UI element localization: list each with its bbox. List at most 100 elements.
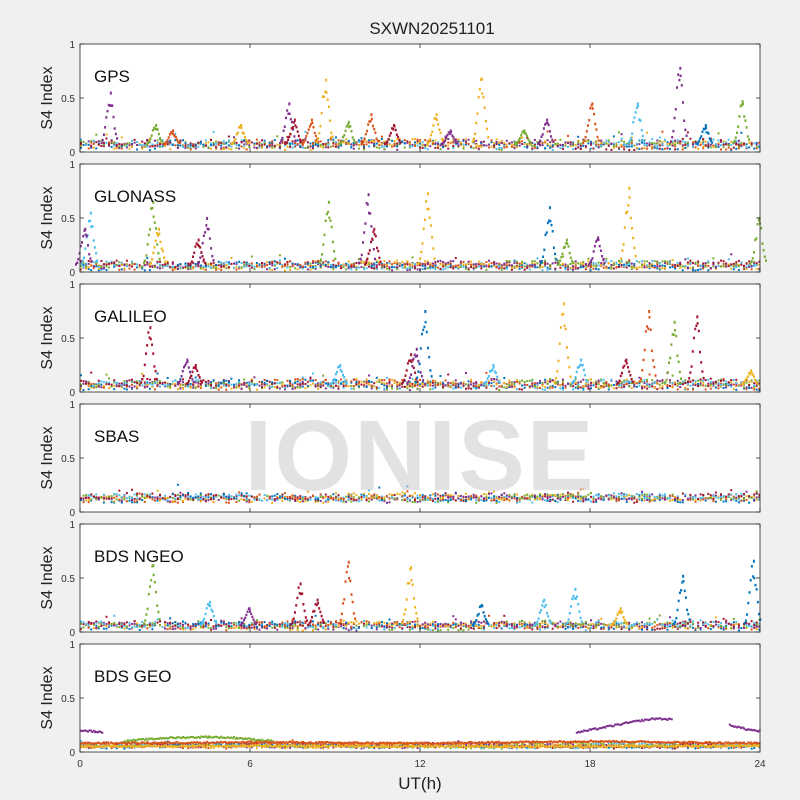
data-point [396,144,399,147]
data-point [309,384,312,387]
data-point [82,501,85,504]
data-point [416,384,419,387]
data-point [587,383,590,386]
data-point [243,383,246,386]
data-point [401,499,404,501]
data-point [447,373,450,376]
data-point [572,500,575,503]
data-point [625,262,628,265]
data-point [426,267,429,270]
data-point [123,380,126,383]
data-point [125,384,128,387]
data-point [332,382,335,384]
data-point [136,266,139,269]
data-point [174,499,177,501]
data-point [220,142,223,145]
data-point [758,145,761,148]
data-point [582,139,585,142]
data-point [202,379,205,382]
data-point [575,370,578,374]
data-point [90,269,93,272]
data-point [572,148,575,151]
data-point [289,268,292,271]
data-point [756,223,759,226]
data-point [541,142,544,145]
data-point [550,223,553,227]
data-point [421,242,424,245]
data-point [131,380,133,383]
data-point [227,501,230,504]
data-point [102,267,105,269]
data-point [153,246,156,249]
data-point [717,261,720,264]
data-point [102,143,105,146]
data-point [623,379,626,382]
data-point [220,261,223,264]
data-point [676,139,679,142]
data-point [582,387,585,390]
data-point [105,381,108,384]
data-point [447,261,450,264]
data-point [352,262,355,265]
data-point [138,380,141,383]
data-point [191,370,194,374]
data-point [97,498,100,501]
data-point [656,145,659,148]
data-point [215,142,218,145]
data-point [615,262,618,264]
data-point [694,327,697,331]
data-point [82,141,85,144]
data-point [85,234,88,238]
data-point [350,268,353,271]
data-point [292,128,295,131]
data-point [153,380,156,383]
data-point [574,265,577,268]
data-point [340,381,343,384]
data-point [107,103,110,107]
data-point [536,386,539,389]
data-point [600,262,603,265]
data-point [429,145,432,148]
data-point [80,498,82,501]
data-point [263,263,266,266]
data-point [393,379,396,382]
data-point [273,382,276,385]
data-point [281,141,284,144]
data-point [745,126,748,129]
data-point [299,382,302,384]
data-point [434,146,437,149]
data-point [562,312,565,316]
data-point [516,266,518,269]
data-point [199,387,202,389]
data-point [590,265,592,268]
figure-title: SXWN20251101 [369,19,494,38]
data-point [587,124,589,127]
data-point [753,386,756,389]
data-point [87,143,90,146]
data-point [192,380,195,384]
data-point [452,383,455,386]
data-point [398,382,401,385]
data-point [669,266,671,269]
data-point [419,500,422,503]
data-point [288,102,291,106]
data-point [590,142,592,145]
data-point [179,378,182,381]
data-point [170,131,173,134]
data-point [291,140,294,143]
y-tick-label: 0.5 [61,94,75,105]
data-point [493,263,496,266]
data-point [102,497,105,500]
data-point [271,381,274,384]
data-point [273,139,276,142]
data-point [686,388,689,391]
data-point [623,145,626,148]
data-point [362,241,364,244]
data-point [435,113,438,117]
data-point [708,137,711,140]
data-point [268,385,271,388]
data-point [725,262,728,265]
data-point [661,267,664,270]
data-point [345,381,348,385]
data-point [370,117,373,121]
